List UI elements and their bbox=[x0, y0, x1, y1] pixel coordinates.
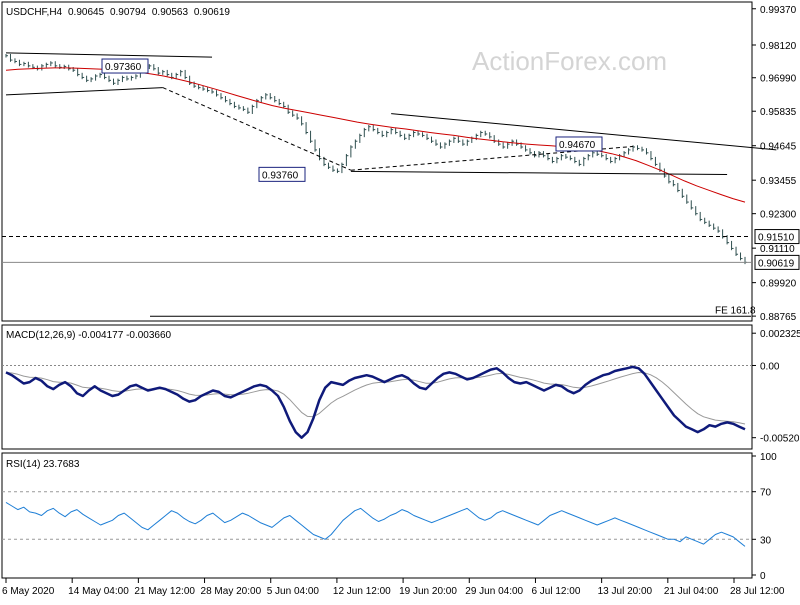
rsi-title: RSI(14) 23.7683 bbox=[6, 459, 80, 470]
price-tick-label: 0.99370 bbox=[760, 5, 797, 16]
price-annotation-label: 0.93760 bbox=[262, 170, 299, 181]
trendline bbox=[162, 87, 352, 171]
x-tick-label: 21 May 12:00 bbox=[134, 586, 195, 597]
x-tick-label: 28 Jul 12:00 bbox=[730, 586, 785, 597]
price-tick-label: 0.94645 bbox=[760, 142, 797, 153]
x-tick-label: 14 May 04:00 bbox=[68, 586, 129, 597]
price-annotation-label: 0.94670 bbox=[559, 140, 596, 151]
macd-panel bbox=[1, 324, 753, 450]
price-annotation-box bbox=[555, 136, 603, 152]
price-tick-label: 0.91110 bbox=[760, 244, 795, 255]
fe-label: FE 161.8 bbox=[715, 305, 756, 316]
x-tick-label: 6 May 2020 bbox=[2, 586, 55, 597]
ohlc-close: 0.90619 bbox=[194, 7, 231, 18]
price-panel bbox=[1, 1, 753, 322]
level-tag bbox=[754, 254, 800, 270]
x-tick-label: 29 Jun 04:00 bbox=[465, 586, 523, 597]
ohlc-open: 0.90645 bbox=[68, 7, 105, 18]
rsi-tick-label: 70 bbox=[760, 488, 772, 499]
rsi-series-layer bbox=[2, 491, 752, 547]
price-series-layer: FE 161.8 0.97360 0.93760 0.94670 bbox=[2, 52, 777, 317]
x-tick-label: 5 Jun 04:00 bbox=[267, 586, 320, 597]
level-tag bbox=[754, 229, 800, 245]
rsi-tick-label: 30 bbox=[760, 535, 772, 546]
price-tick-label: 0.89920 bbox=[760, 279, 797, 290]
trendline bbox=[391, 113, 777, 151]
axes-layer: 0.91510 0.90619 0.99370 0.98120 0.96990 0.958… bbox=[2, 5, 800, 597]
price-tick-label: 0.92300 bbox=[760, 210, 797, 221]
macd-main-line bbox=[5, 365, 746, 439]
macd-signal-line bbox=[5, 371, 746, 425]
trendline bbox=[5, 87, 163, 96]
macd-tick-label: 0.002325 bbox=[760, 329, 800, 340]
ohlc-readout: 0.90645 0.90794 0.90563 0.90619 bbox=[68, 7, 230, 18]
price-title: USDCHF,H4 bbox=[6, 7, 63, 18]
ohlc-low: 0.90563 bbox=[152, 7, 189, 18]
macd-series-layer bbox=[2, 364, 752, 439]
price-tick-label: 0.93455 bbox=[760, 176, 797, 187]
trendline bbox=[5, 52, 213, 58]
x-tick-label: 12 Jun 12:00 bbox=[333, 586, 391, 597]
price-tick-label: 0.98120 bbox=[760, 41, 797, 52]
price-annotation-box bbox=[101, 58, 149, 74]
x-tick-label: 19 Jun 20:00 bbox=[399, 586, 457, 597]
trendline bbox=[350, 145, 634, 171]
macd-tick-label: 0.00 bbox=[760, 361, 780, 372]
rsi-panel bbox=[1, 452, 753, 579]
rsi-line bbox=[5, 501, 746, 547]
ohlc-high: 0.90794 bbox=[110, 7, 147, 18]
rsi-tick-label: 0 bbox=[760, 571, 766, 582]
x-tick-label: 21 Jul 04:00 bbox=[664, 586, 719, 597]
trendline bbox=[350, 170, 728, 176]
x-tick-label: 13 Jul 20:00 bbox=[598, 586, 653, 597]
price-tick-label: 0.96990 bbox=[760, 74, 797, 85]
price-tick-label: 0.95835 bbox=[760, 107, 797, 118]
price-annotation-box bbox=[258, 166, 306, 182]
watermark: ActionForex.com bbox=[472, 46, 667, 76]
x-tick-label: 6 Jul 12:00 bbox=[531, 586, 580, 597]
sma-line bbox=[5, 67, 746, 203]
rsi-tick-label: 100 bbox=[760, 452, 777, 463]
level-tag-label: 0.90619 bbox=[758, 258, 795, 269]
macd-title: MACD(12,26,9) -0.004177 -0.003660 bbox=[6, 330, 172, 341]
level-tag-label: 0.91510 bbox=[758, 233, 795, 244]
x-tick-label: 28 May 20:00 bbox=[201, 586, 262, 597]
price-tick-label: 0.88765 bbox=[760, 312, 797, 323]
price-annotation-label: 0.97360 bbox=[105, 62, 142, 73]
